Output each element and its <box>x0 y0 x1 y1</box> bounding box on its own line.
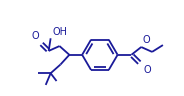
Text: O: O <box>143 65 151 74</box>
Text: O: O <box>142 35 150 45</box>
Text: O: O <box>31 31 39 41</box>
Text: OH: OH <box>53 27 68 37</box>
